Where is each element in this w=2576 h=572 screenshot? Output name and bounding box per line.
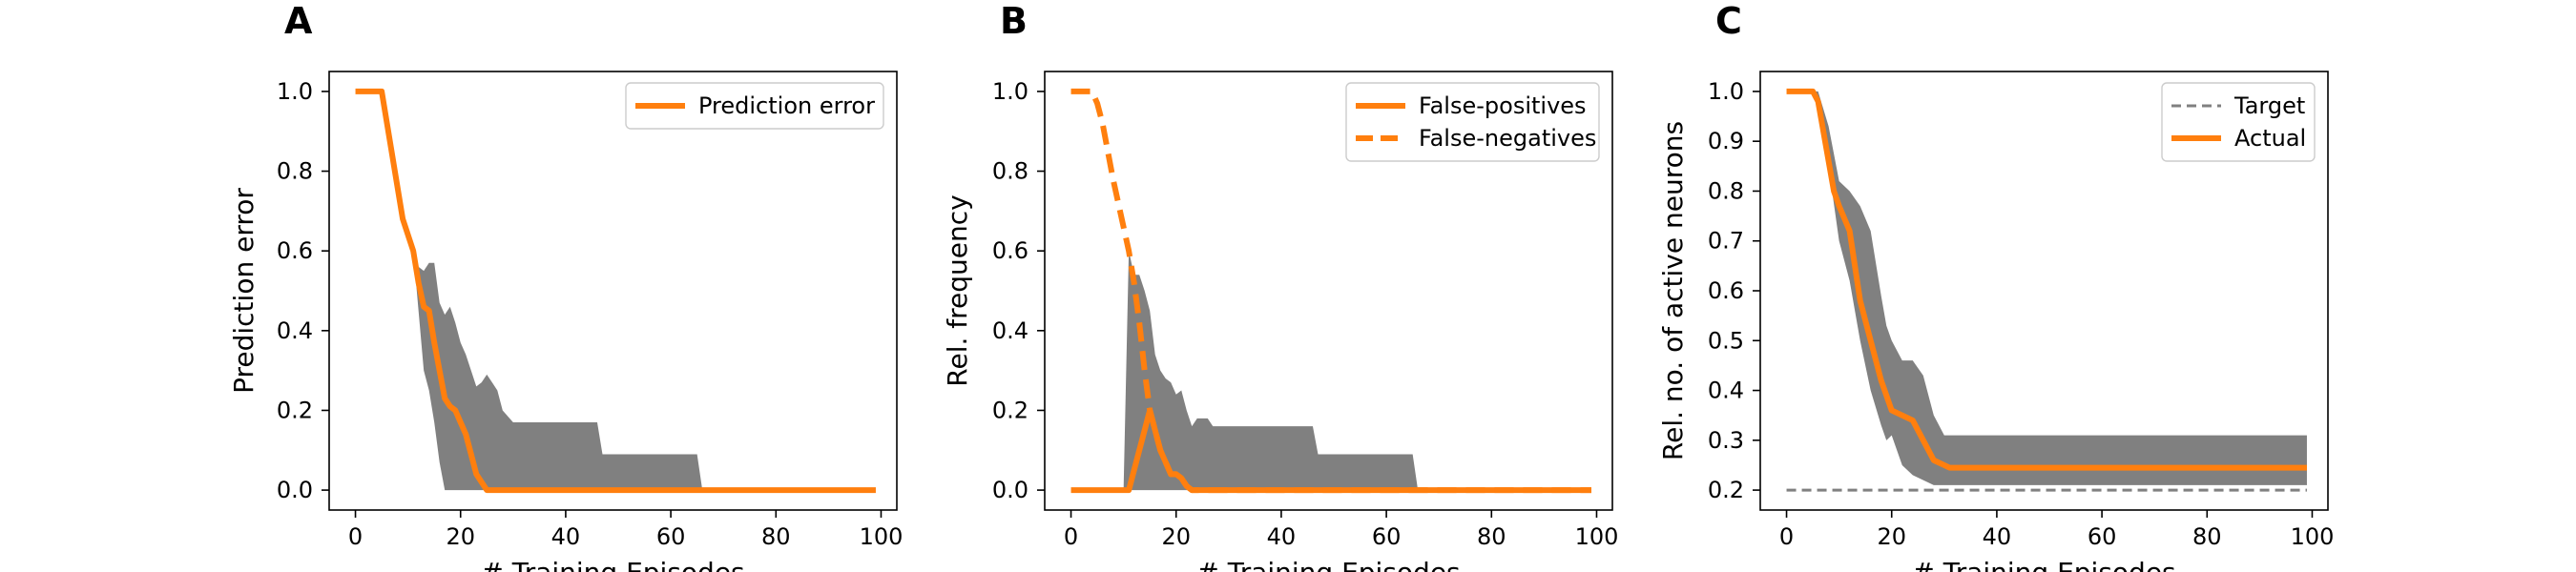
- y-tick-label: 1.0: [277, 78, 313, 105]
- spread-band: [355, 91, 876, 491]
- y-tick-label: 0.4: [992, 317, 1028, 344]
- plot-area: [1786, 88, 2307, 492]
- y-tick-label: 0.6: [1708, 277, 1744, 304]
- y-tick-label: 0.5: [1708, 327, 1744, 354]
- panel-letter: C: [1715, 0, 1742, 42]
- plot-area: [1070, 88, 1591, 494]
- axes-frame: [1044, 71, 1613, 511]
- x-tick-label: 60: [2088, 523, 2117, 550]
- legend-label: False-negatives: [1419, 125, 1596, 152]
- x-tick-label: 60: [1372, 523, 1402, 550]
- y-tick-label: 0.4: [1708, 378, 1744, 404]
- y-tick-label: 0.3: [1708, 427, 1744, 454]
- y-tick-label: 0.0: [277, 477, 313, 503]
- y-axis-label: Rel. no. of active neurons: [1657, 121, 1689, 460]
- series-line-prediction-error: [355, 88, 876, 494]
- legend-box: [1345, 82, 1600, 162]
- x-tick-label: 0: [1064, 523, 1078, 550]
- legend-box: [2161, 82, 2316, 162]
- x-tick-label: 40: [1267, 523, 1297, 550]
- x-axis-label: # Training Episodes: [1196, 557, 1460, 572]
- plot-area: [355, 88, 876, 494]
- y-tick-label: 0.9: [1708, 128, 1744, 154]
- legend: False-positives False-negatives: [1345, 82, 1600, 162]
- y-tick-label: 0.8: [1708, 177, 1744, 204]
- axes-frame: [328, 71, 898, 511]
- y-axis-label: Prediction error: [228, 188, 260, 394]
- x-tick-label: 80: [761, 523, 791, 550]
- series-line-false-negatives: [1070, 88, 1591, 494]
- series-line-actual: [1786, 88, 2307, 471]
- x-tick-label: 100: [1575, 523, 1619, 550]
- spread-band: [1786, 91, 2307, 485]
- x-tick-label: 80: [2192, 523, 2222, 550]
- y-tick-label: 0.8: [992, 158, 1028, 185]
- x-tick-label: 100: [860, 523, 904, 550]
- y-tick-label: 0.2: [277, 397, 313, 423]
- y-tick-label: 0.7: [1708, 228, 1744, 255]
- x-tick-label: 80: [1477, 523, 1506, 550]
- legend-label: Target: [2233, 92, 2305, 119]
- y-tick-label: 0.8: [277, 158, 313, 185]
- x-tick-label: 0: [348, 523, 363, 550]
- legend-label: Actual: [2234, 125, 2306, 152]
- panel-c: 0 20 40 60 80 100 0.2 0.3 0.4 0.5 0.6 0.7 0.8 0.9 1.0 #…: [1657, 0, 2334, 572]
- x-tick-label: 40: [1983, 523, 2012, 550]
- y-tick-label: 0.4: [277, 317, 313, 344]
- panel-b: 0 20 40 60 80 100 0.0 0.2 0.4 0.6 0.8 1.0 # Training…: [942, 0, 1618, 572]
- panel-letter: A: [284, 0, 313, 42]
- legend-label: False-positives: [1419, 92, 1587, 119]
- legend-box: [625, 82, 884, 130]
- x-tick-label: 40: [551, 523, 581, 550]
- spread-band: [1123, 251, 1591, 491]
- y-tick-label: 0.2: [1708, 477, 1744, 503]
- x-axis-label: # Training Episodes: [481, 557, 744, 572]
- y-tick-label: 1.0: [1708, 78, 1744, 105]
- x-tick-label: 100: [2291, 523, 2335, 550]
- y-tick-label: 0.6: [992, 237, 1028, 264]
- panel-a: 0 20 40 60 80 100 0.0 0.2 0.4 0.6 0.8 1.0 # Training…: [228, 0, 903, 572]
- y-tick-label: 0.6: [277, 237, 313, 264]
- y-tick-label: 0.0: [992, 477, 1028, 503]
- x-tick-label: 60: [656, 523, 686, 550]
- y-axis-label: Rel. frequency: [942, 194, 973, 386]
- panel-letter: B: [1000, 0, 1028, 42]
- legend-label: Prediction error: [698, 92, 875, 119]
- legend: Prediction error: [625, 82, 884, 130]
- x-tick-label: 20: [1161, 523, 1191, 550]
- y-tick-label: 1.0: [992, 78, 1028, 105]
- x-tick-label: 20: [1877, 523, 1906, 550]
- legend: Target Actual: [2161, 82, 2316, 162]
- x-tick-label: 20: [446, 523, 475, 550]
- x-axis-label: # Training Episodes: [1912, 557, 2175, 572]
- x-tick-label: 0: [1779, 523, 1794, 550]
- y-tick-label: 0.2: [992, 397, 1028, 423]
